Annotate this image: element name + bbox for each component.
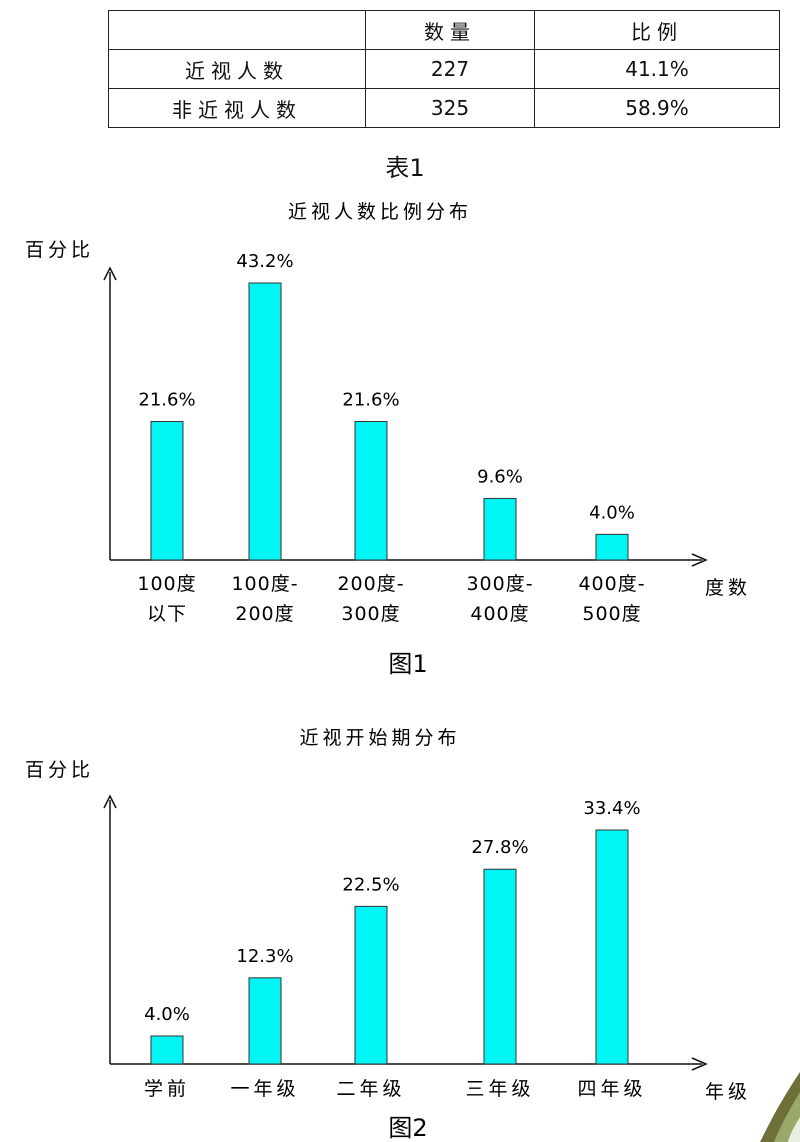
x-tick-label: 学前 [144,1078,190,1100]
bar [595,533,629,561]
table-caption: 表1 [385,154,425,182]
x-tick-label: 300度- [466,573,533,595]
bar-data-label: 43.2% [236,251,293,272]
chart-title: 近视人数比例分布 [288,201,472,223]
x-axis-arrow [691,1057,708,1071]
x-axis-title: 年级 [705,1081,751,1103]
table-header-cell: 比例 [534,10,780,50]
y-axis-arrow [103,794,117,809]
bar-data-label: 33.4% [583,798,640,819]
bar-data-label: 27.8% [471,837,528,858]
y-axis-arrow [103,266,117,281]
bar [248,282,282,561]
table-cell: 227 [365,49,535,89]
chart-title: 近视开始期分布 [299,727,460,749]
bar [595,829,629,1065]
table-cell: 325 [365,88,535,128]
table-header-row: 数量 比例 [108,10,780,50]
table-cell: 非近视人数 [108,88,366,128]
bar [354,905,388,1065]
chart-caption: 图1 [388,650,427,678]
bar [150,1035,184,1065]
y-axis-title: 百分比 [25,239,94,261]
x-tick-label: 二年级 [336,1078,405,1100]
chart-caption: 图2 [388,1114,427,1142]
table-header-cell [108,10,366,50]
data-table: 数量 比例 近视人数 227 41.1% 非近视人数 325 58.9% [108,10,780,128]
bar [354,421,388,561]
table-row: 非近视人数 325 58.9% [108,88,780,128]
x-tick-label: 200度- [337,573,404,595]
x-tick-label: 以下 [147,603,187,625]
x-tick-label: 500度 [582,603,641,625]
corner-decoration [760,1072,800,1142]
bar [483,497,517,561]
x-tick-label: 100度- [231,573,298,595]
bar-data-label: 9.6% [477,466,523,487]
x-tick-label: 一年级 [230,1078,299,1100]
x-tick-label: 300度 [341,603,400,625]
x-axis-arrow [691,553,708,567]
table-cell: 近视人数 [108,49,366,89]
x-tick-label: 400度- [578,573,645,595]
bar-data-label: 12.3% [236,946,293,967]
bar-data-label: 22.5% [342,874,399,895]
bar-data-label: 4.0% [144,1004,190,1025]
bar-data-label: 21.6% [138,390,195,411]
bar [483,868,517,1065]
bar [248,977,282,1065]
x-axis-title: 度数 [705,577,751,599]
x-tick-label: 200度 [235,603,294,625]
table-cell: 41.1% [534,49,780,89]
x-tick-label: 100度 [137,573,196,595]
x-tick-label: 400度 [470,603,529,625]
x-tick-label: 三年级 [465,1078,534,1100]
bar-data-label: 4.0% [589,502,635,523]
bar [150,421,184,561]
table-row: 近视人数 227 41.1% [108,49,780,89]
table-header-cell: 数量 [365,10,535,50]
y-axis-title: 百分比 [25,759,94,781]
x-tick-label: 四年级 [577,1078,646,1100]
table-cell: 58.9% [534,88,780,128]
bar-data-label: 21.6% [342,390,399,411]
